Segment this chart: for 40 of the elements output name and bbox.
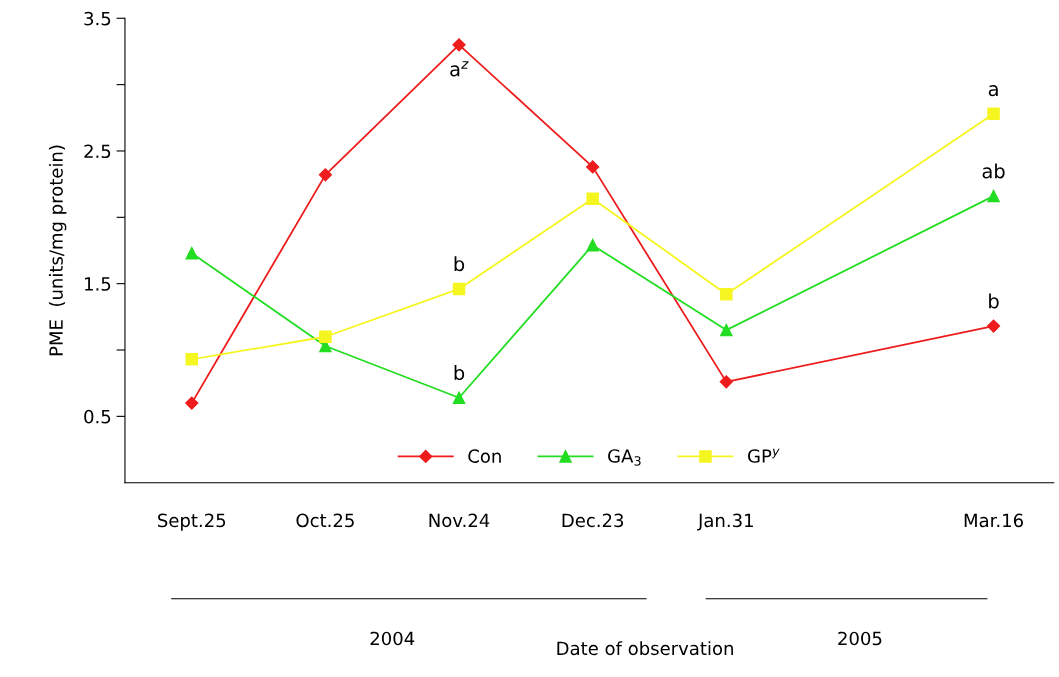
legend-label: Con bbox=[468, 449, 501, 463]
point bbox=[586, 192, 599, 205]
annotation: b bbox=[454, 365, 465, 381]
point bbox=[452, 391, 466, 405]
y-tick-label: 3.5 bbox=[84, 11, 111, 26]
point bbox=[185, 396, 199, 410]
point bbox=[318, 168, 332, 182]
point bbox=[452, 38, 466, 52]
legend-label: GP$^{y}$ bbox=[748, 448, 780, 463]
point bbox=[720, 288, 733, 301]
point bbox=[586, 238, 599, 252]
annotation: b bbox=[454, 256, 465, 272]
x-tick-label: Jan.31 bbox=[697, 513, 753, 531]
point bbox=[986, 319, 1001, 333]
y-tick-label: 1.5 bbox=[85, 277, 111, 291]
text: 2004 bbox=[370, 631, 415, 646]
text: Date of observation bbox=[557, 641, 733, 656]
x-tick-label: Dec.23 bbox=[562, 513, 624, 528]
annotation: ab bbox=[982, 163, 1005, 179]
annotation: a$^{z}$ bbox=[450, 61, 469, 77]
y-tick-label: 2.5 bbox=[84, 144, 111, 159]
point bbox=[987, 189, 1000, 203]
point bbox=[185, 353, 199, 366]
y-tick-label: 0.5 bbox=[84, 409, 111, 424]
x-tick-label: Oct.25 bbox=[296, 513, 354, 528]
point bbox=[319, 330, 332, 343]
annotation: b bbox=[989, 293, 999, 309]
text: 2005 bbox=[838, 631, 882, 646]
point bbox=[720, 323, 733, 337]
point bbox=[719, 375, 733, 389]
y-axis-title: PME (units/mg protein) bbox=[48, 145, 67, 356]
x-tick-label: Sept.25 bbox=[158, 513, 226, 531]
point bbox=[452, 282, 466, 296]
point bbox=[185, 246, 199, 260]
legend-label: GA$_{3}$ bbox=[608, 449, 641, 466]
x-tick-label: Nov.24 bbox=[429, 513, 490, 528]
annotation: a bbox=[988, 85, 998, 97]
point bbox=[987, 107, 1000, 121]
x-tick-label: Mar.16 bbox=[964, 513, 1023, 528]
point bbox=[586, 160, 600, 174]
